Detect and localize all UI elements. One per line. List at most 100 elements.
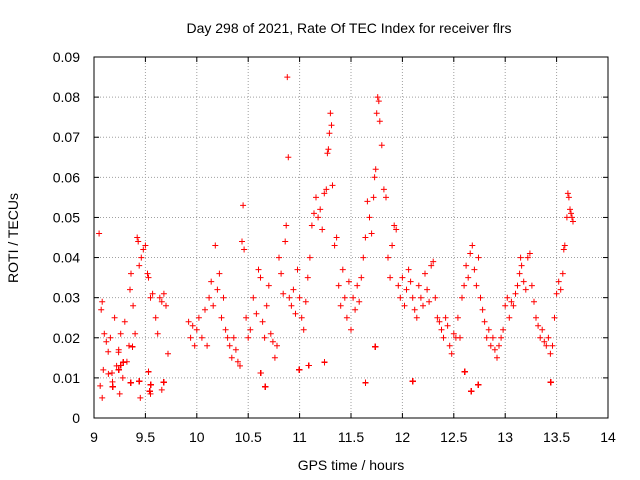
data-point bbox=[468, 388, 475, 395]
grid-lines bbox=[94, 57, 608, 418]
x-tick-label: 12 bbox=[395, 429, 411, 445]
y-axis-label: ROTI / TECUs bbox=[5, 193, 21, 283]
data-point bbox=[469, 242, 476, 249]
data-point bbox=[512, 290, 519, 297]
data-point bbox=[123, 358, 130, 365]
data-point bbox=[565, 194, 572, 201]
data-point bbox=[345, 278, 352, 285]
data-point bbox=[387, 274, 394, 281]
data-point bbox=[428, 262, 435, 269]
data-point bbox=[409, 294, 416, 301]
data-point bbox=[481, 318, 488, 325]
data-point bbox=[366, 214, 373, 221]
data-point bbox=[413, 314, 420, 321]
data-points bbox=[96, 74, 576, 401]
data-point bbox=[298, 314, 305, 321]
data-point bbox=[373, 110, 380, 117]
data-point bbox=[553, 290, 560, 297]
data-point bbox=[463, 262, 470, 269]
data-point bbox=[129, 343, 136, 350]
data-point bbox=[105, 370, 112, 377]
x-axis-ticks: 9 9.5 10 10.5 11 11.5 12 12.5 13 13.5 14 bbox=[90, 57, 616, 445]
data-point bbox=[152, 314, 159, 321]
data-point bbox=[255, 266, 262, 273]
data-point bbox=[430, 258, 437, 265]
data-point bbox=[477, 294, 484, 301]
data-point bbox=[204, 342, 211, 349]
data-point bbox=[100, 366, 107, 373]
data-point bbox=[494, 354, 500, 361]
data-point bbox=[471, 266, 478, 273]
data-point bbox=[121, 318, 128, 325]
data-point bbox=[280, 290, 287, 297]
y-tick-label: 0.04 bbox=[53, 250, 80, 266]
data-point bbox=[551, 314, 558, 321]
data-point bbox=[444, 322, 451, 329]
data-point bbox=[568, 210, 574, 217]
data-point bbox=[487, 342, 494, 349]
data-point bbox=[127, 286, 133, 293]
data-point bbox=[380, 186, 387, 193]
data-point bbox=[109, 378, 116, 385]
data-point bbox=[434, 314, 441, 321]
data-point bbox=[140, 246, 147, 253]
data-point bbox=[504, 294, 511, 301]
data-point bbox=[526, 250, 533, 257]
data-point bbox=[245, 334, 252, 341]
data-point bbox=[535, 322, 542, 329]
data-point bbox=[163, 302, 169, 309]
data-point bbox=[230, 334, 237, 341]
data-point bbox=[465, 274, 472, 281]
y-tick-label: 0.09 bbox=[53, 49, 80, 65]
data-point bbox=[461, 282, 468, 289]
data-point bbox=[327, 110, 334, 117]
data-point bbox=[563, 214, 570, 221]
data-point bbox=[489, 334, 496, 341]
data-point bbox=[559, 270, 566, 277]
data-point bbox=[368, 230, 375, 237]
y-tick-label: 0.02 bbox=[53, 330, 80, 346]
data-point bbox=[300, 326, 307, 333]
data-point bbox=[212, 242, 219, 249]
data-point bbox=[285, 154, 292, 161]
data-point bbox=[567, 206, 573, 213]
data-point bbox=[549, 342, 556, 349]
y-tick-label: 0 bbox=[72, 410, 80, 426]
data-point bbox=[135, 238, 142, 245]
data-point bbox=[147, 390, 154, 397]
x-tick-label: 11.5 bbox=[338, 429, 364, 445]
data-point bbox=[424, 286, 431, 293]
data-point bbox=[517, 254, 524, 261]
data-point bbox=[237, 362, 243, 369]
data-point bbox=[274, 342, 280, 349]
data-point bbox=[560, 246, 567, 253]
data-point bbox=[99, 298, 106, 305]
data-point bbox=[354, 282, 361, 289]
data-point bbox=[378, 142, 385, 149]
data-point bbox=[375, 98, 382, 105]
data-point bbox=[107, 334, 114, 341]
data-point bbox=[283, 222, 290, 229]
data-point bbox=[269, 338, 276, 345]
data-point bbox=[333, 234, 340, 241]
data-point bbox=[391, 222, 398, 229]
x-tick-label: 10.5 bbox=[235, 429, 262, 445]
data-point bbox=[156, 294, 163, 301]
data-point bbox=[115, 346, 122, 353]
data-point bbox=[154, 330, 161, 337]
data-point bbox=[304, 274, 311, 281]
y-tick-label: 0.01 bbox=[53, 370, 80, 386]
data-point bbox=[111, 314, 118, 321]
data-point bbox=[348, 326, 354, 333]
data-point bbox=[372, 343, 379, 350]
data-point bbox=[352, 306, 359, 313]
data-point bbox=[358, 274, 365, 281]
data-point bbox=[417, 294, 424, 301]
x-tick-label: 9.5 bbox=[136, 429, 156, 445]
data-point bbox=[306, 254, 313, 261]
data-point bbox=[528, 282, 535, 289]
data-point bbox=[208, 278, 215, 285]
data-point bbox=[420, 302, 426, 309]
data-point bbox=[158, 386, 165, 393]
